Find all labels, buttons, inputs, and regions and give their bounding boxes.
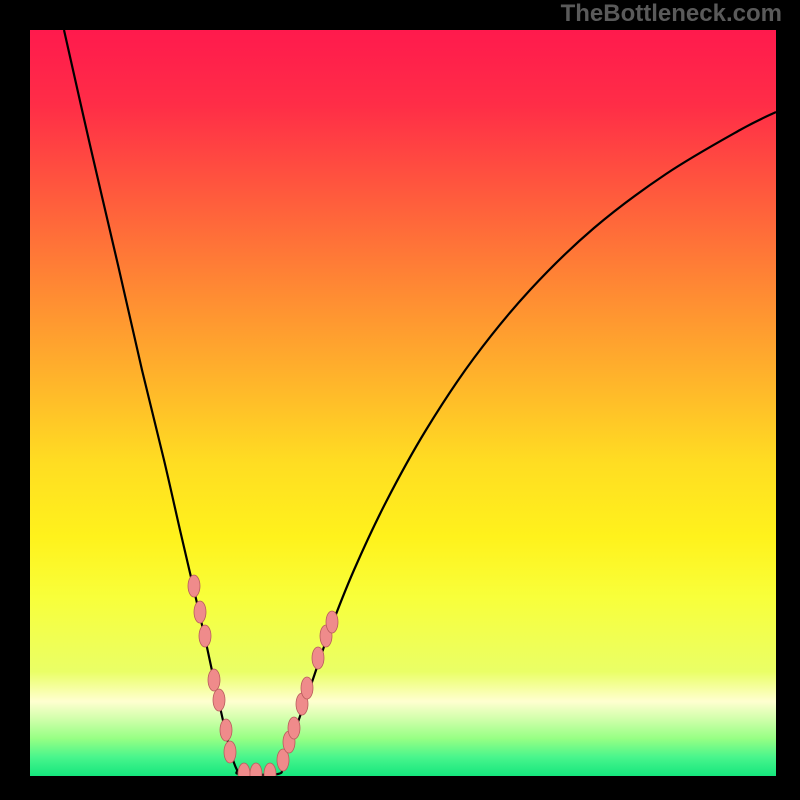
datapoint: [220, 719, 232, 741]
bottleneck-curve: [64, 30, 776, 775]
datapoint: [224, 741, 236, 763]
datapoint: [288, 717, 300, 739]
datapoints-group: [188, 575, 338, 776]
curve-layer: [30, 30, 776, 776]
datapoint: [326, 611, 338, 633]
watermark-text: TheBottleneck.com: [561, 0, 782, 28]
datapoint: [301, 677, 313, 699]
datapoint: [264, 763, 276, 776]
datapoint: [312, 647, 324, 669]
datapoint: [194, 601, 206, 623]
datapoint: [250, 763, 262, 776]
datapoint: [188, 575, 200, 597]
datapoint: [208, 669, 220, 691]
datapoint: [213, 689, 225, 711]
datapoint: [238, 763, 250, 776]
chart-container: { "watermark": { "text": "TheBottleneck.…: [0, 0, 800, 800]
plot-area: [30, 30, 776, 776]
datapoint: [199, 625, 211, 647]
